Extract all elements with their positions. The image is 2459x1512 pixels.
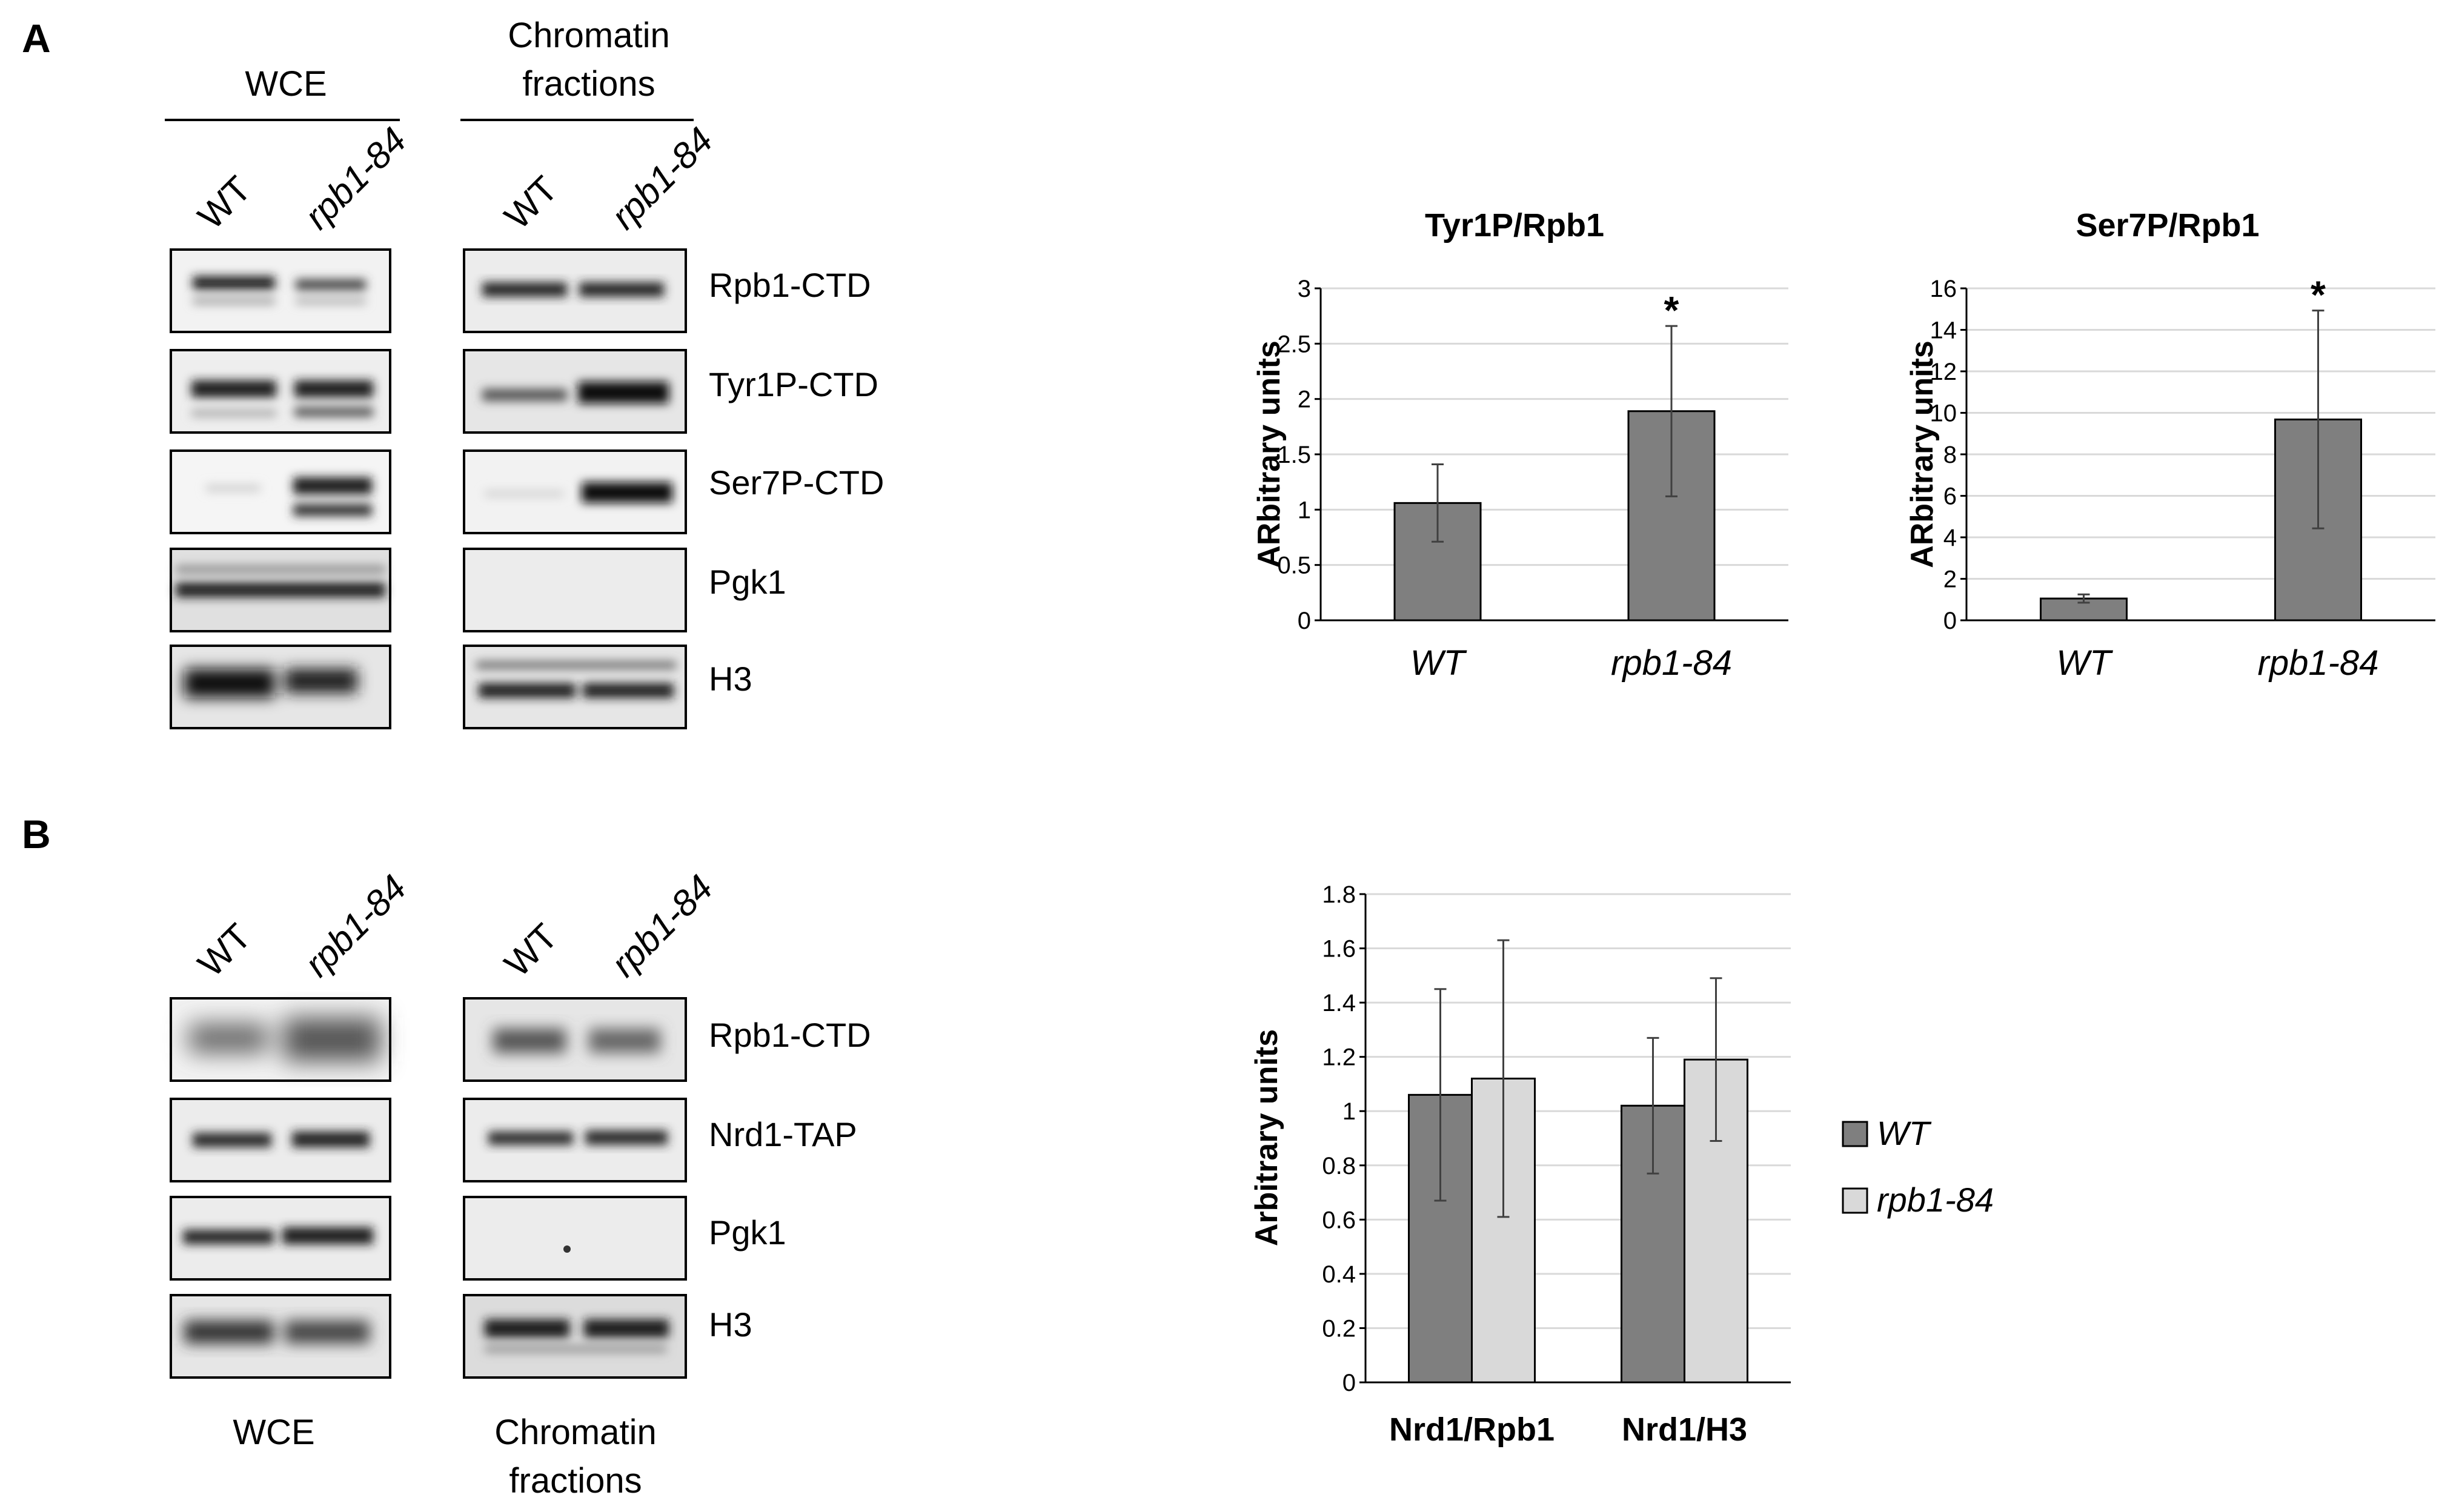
blot-b-wce-rpb1-ctd <box>170 997 391 1082</box>
x-category-label: rpb1-84 <box>2258 643 2379 683</box>
y-tick-label: 1 <box>1342 1098 1356 1125</box>
y-tick-label: 10 <box>1930 400 1957 427</box>
chart-ser7p-rpb1: Ser7P/Rpb1 ARbitrary units 0 2 4 6 8 10 12 14 16… <box>1905 207 2435 683</box>
y-tick-label: 0.4 <box>1322 1261 1356 1288</box>
panel-a-label: A <box>22 16 51 61</box>
band-label-h3: H3 <box>709 660 752 698</box>
lane-label-rpb1-84: rpb1-84 <box>603 120 721 237</box>
y-tick-label: 12 <box>1930 359 1957 385</box>
wce-footer: WCE <box>233 1413 314 1452</box>
chart-nrd1-grouped: Arbitrary units 0 0.2 0.4 0.6 0.8 1 1.2 1.4 1.6 1… <box>1249 881 1791 1448</box>
x-category-label: WT <box>1410 643 1467 683</box>
x-category-label: WT <box>2056 643 2113 683</box>
y-tick-label: 1.4 <box>1322 990 1356 1016</box>
y-tick-label: 1.6 <box>1322 936 1356 963</box>
lane-label-rpb1-84: rpb1-84 <box>297 120 414 237</box>
y-tick-label: 2 <box>1943 566 1957 593</box>
chromatin-footer-line1: Chromatin <box>494 1413 657 1452</box>
band-label-ser7p-ctd: Ser7P-CTD <box>709 463 884 502</box>
x-category-label: Nrd1/Rpb1 <box>1389 1411 1555 1448</box>
chromatin-footer-line2: fractions <box>509 1461 642 1500</box>
blot-chromatin-rpb1-ctd <box>463 248 687 333</box>
y-tick-label: 8 <box>1943 442 1957 468</box>
x-category-label: rpb1-84 <box>1611 643 1732 683</box>
y-tick-label: 1.2 <box>1322 1044 1356 1071</box>
y-tick-label: 0 <box>1342 1370 1356 1396</box>
blot-b-wce-pgk1 <box>170 1196 391 1281</box>
legend-swatch-wt <box>1842 1121 1868 1147</box>
y-tick-label: 0.8 <box>1322 1153 1356 1179</box>
blot-b-chromatin-nrd1-tap <box>463 1098 687 1182</box>
lane-label-wt: WT <box>497 916 565 984</box>
legend: WT rpb1-84 <box>1842 1114 1994 1219</box>
lane-label-wt: WT <box>190 168 259 237</box>
y-tick-label: 4 <box>1943 525 1957 551</box>
lane-label-rpb1-84: rpb1-84 <box>297 867 414 985</box>
y-tick-label: 2 <box>1298 386 1311 413</box>
y-tick-label: 0 <box>1298 608 1311 634</box>
legend-swatch-rpb1-84 <box>1842 1187 1868 1214</box>
lane-label-rpb1-84: rpb1-84 <box>603 867 721 985</box>
y-tick-label: 14 <box>1930 317 1957 344</box>
blot-wce-pgk1 <box>170 548 391 632</box>
blot-wce-h3 <box>170 645 391 729</box>
band-label-rpb1-ctd: Rpb1-CTD <box>709 1016 871 1054</box>
blot-wce-ser7p-ctd <box>170 449 391 534</box>
significance-marker: * <box>2311 273 2326 317</box>
y-tick-label: 16 <box>1930 276 1957 302</box>
wce-header: WCE <box>245 64 327 104</box>
chart-title-tyr1p-rpb1: Tyr1P/Rpb1 <box>1425 207 1604 244</box>
y-tick-label: 2.5 <box>1277 331 1311 357</box>
y-axis-label: Arbitrary units <box>1249 1029 1284 1246</box>
blot-b-chromatin-h3 <box>463 1294 687 1379</box>
chromatin-header-line1: Chromatin <box>508 16 670 55</box>
lane-label-wt: WT <box>190 916 259 984</box>
band-label-nrd1-tap: Nrd1-TAP <box>709 1115 857 1153</box>
x-category-label: Nrd1/H3 <box>1622 1411 1747 1448</box>
band-label-pgk1: Pgk1 <box>709 1213 786 1252</box>
y-tick-label: 3 <box>1298 276 1311 302</box>
y-tick-label: 1.5 <box>1277 442 1311 468</box>
chromatin-header-line2: fractions <box>522 64 655 104</box>
y-tick-label: 0.6 <box>1322 1207 1356 1233</box>
y-tick-label: 6 <box>1943 483 1957 510</box>
blot-wce-tyr1p-ctd <box>170 349 391 434</box>
chart-title-ser7p-rpb1: Ser7P/Rpb1 <box>2076 207 2259 244</box>
band-label-h3: H3 <box>709 1305 752 1344</box>
legend-label-rpb1-84: rpb1-84 <box>1877 1181 1994 1219</box>
blot-b-wce-h3 <box>170 1294 391 1379</box>
blot-b-chromatin-pgk1 <box>463 1196 687 1281</box>
chart-tyr1p-rpb1: Tyr1P/Rpb1 ARbitrary units 0 0.5 1 1.5 2 2.5 3… <box>1252 207 1788 683</box>
y-tick-label: 1 <box>1298 497 1311 523</box>
blot-wce-rpb1-ctd <box>170 248 391 333</box>
blot-b-wce-nrd1-tap <box>170 1098 391 1182</box>
blot-chromatin-tyr1p-ctd <box>463 349 687 434</box>
band-label-pgk1: Pgk1 <box>709 563 786 601</box>
panel-b-label: B <box>22 812 51 857</box>
y-tick-label: 0.2 <box>1322 1315 1356 1342</box>
y-tick-label: 0 <box>1943 608 1957 634</box>
band-label-rpb1-ctd: Rpb1-CTD <box>709 266 871 304</box>
y-axis-label: ARbitrary units <box>1905 340 1940 568</box>
lane-label-wt: WT <box>497 168 565 237</box>
blot-b-chromatin-rpb1-ctd <box>463 997 687 1082</box>
y-tick-label: 0.5 <box>1277 552 1311 579</box>
blot-chromatin-pgk1 <box>463 548 687 632</box>
legend-label-wt: WT <box>1877 1114 1932 1152</box>
y-axis-label: ARbitrary units <box>1252 340 1287 568</box>
y-tick-label: 1.8 <box>1322 881 1356 908</box>
band-label-tyr1p-ctd: Tyr1P-CTD <box>709 365 878 403</box>
significance-marker: * <box>1664 288 1679 332</box>
blot-chromatin-ser7p-ctd <box>463 449 687 534</box>
blot-chromatin-h3 <box>463 645 687 729</box>
